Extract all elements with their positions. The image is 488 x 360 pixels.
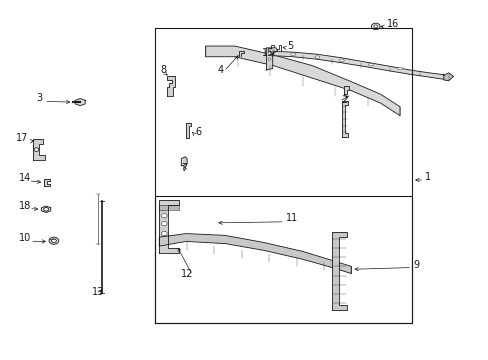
Polygon shape bbox=[159, 234, 351, 274]
Circle shape bbox=[161, 221, 167, 226]
Ellipse shape bbox=[290, 53, 295, 55]
Circle shape bbox=[49, 237, 59, 244]
Polygon shape bbox=[205, 46, 399, 116]
Circle shape bbox=[34, 148, 39, 152]
Ellipse shape bbox=[368, 63, 372, 66]
Text: 17: 17 bbox=[16, 133, 28, 143]
Text: 8: 8 bbox=[160, 65, 166, 75]
Polygon shape bbox=[443, 73, 453, 81]
Text: 12: 12 bbox=[181, 269, 193, 279]
Polygon shape bbox=[166, 76, 175, 96]
Polygon shape bbox=[181, 157, 187, 166]
Polygon shape bbox=[159, 200, 179, 253]
Text: 11: 11 bbox=[285, 213, 298, 223]
Text: 9: 9 bbox=[413, 260, 419, 270]
Text: 16: 16 bbox=[386, 19, 398, 29]
Circle shape bbox=[371, 23, 379, 30]
Polygon shape bbox=[273, 51, 448, 80]
Circle shape bbox=[161, 231, 167, 236]
Polygon shape bbox=[159, 205, 179, 210]
Circle shape bbox=[43, 207, 48, 211]
Ellipse shape bbox=[314, 56, 319, 58]
Circle shape bbox=[51, 239, 56, 243]
Text: 1: 1 bbox=[425, 172, 430, 182]
Text: 14: 14 bbox=[19, 173, 31, 183]
Polygon shape bbox=[341, 102, 347, 137]
Text: 18: 18 bbox=[19, 201, 31, 211]
Polygon shape bbox=[344, 86, 348, 94]
Ellipse shape bbox=[270, 49, 272, 52]
Ellipse shape bbox=[267, 58, 270, 60]
Ellipse shape bbox=[339, 59, 344, 62]
Text: 15: 15 bbox=[262, 48, 274, 58]
Circle shape bbox=[161, 213, 167, 218]
Text: 10: 10 bbox=[19, 233, 31, 243]
Text: 2: 2 bbox=[341, 95, 347, 105]
Polygon shape bbox=[331, 232, 346, 310]
Text: 4: 4 bbox=[217, 65, 224, 75]
Polygon shape bbox=[44, 179, 50, 186]
Text: 13: 13 bbox=[92, 287, 104, 297]
Ellipse shape bbox=[397, 67, 402, 70]
Circle shape bbox=[373, 25, 377, 28]
Polygon shape bbox=[33, 139, 45, 160]
Text: 7: 7 bbox=[181, 163, 187, 173]
Polygon shape bbox=[75, 99, 85, 106]
Polygon shape bbox=[266, 48, 277, 70]
Text: 6: 6 bbox=[195, 127, 201, 138]
Text: 5: 5 bbox=[287, 41, 293, 50]
Polygon shape bbox=[186, 123, 191, 138]
Ellipse shape bbox=[267, 52, 270, 54]
Polygon shape bbox=[41, 206, 51, 212]
Text: 3: 3 bbox=[36, 93, 42, 103]
